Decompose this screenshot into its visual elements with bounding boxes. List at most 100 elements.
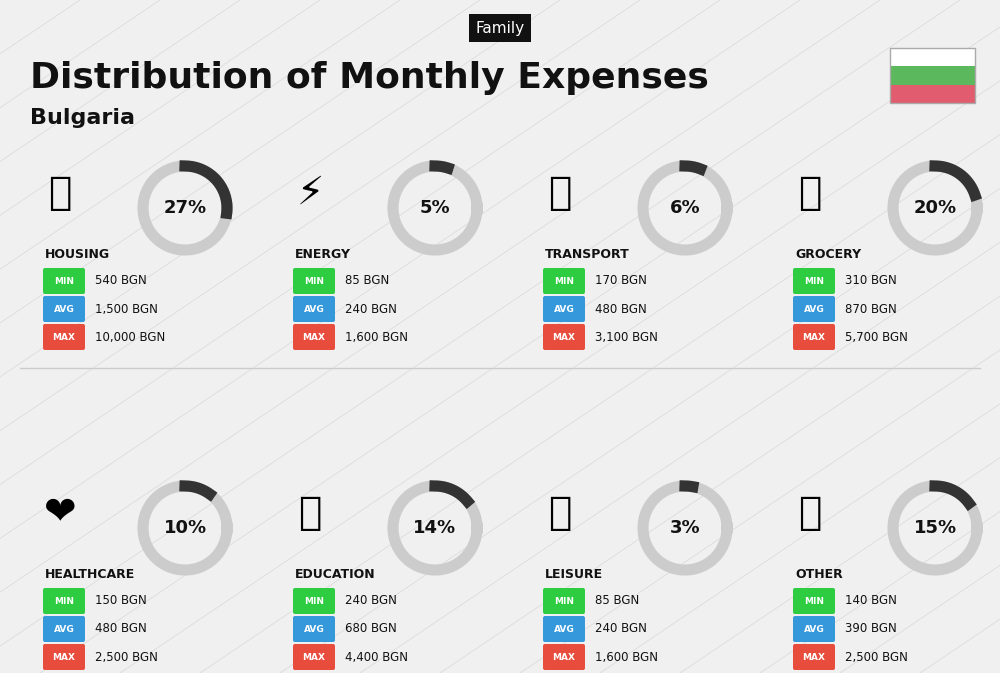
Text: 480 BGN: 480 BGN: [95, 623, 147, 635]
FancyBboxPatch shape: [293, 644, 335, 670]
Text: ❤️: ❤️: [44, 494, 76, 532]
Text: 🏢: 🏢: [48, 174, 72, 212]
Text: 5,700 BGN: 5,700 BGN: [845, 330, 908, 343]
Text: MIN: MIN: [54, 277, 74, 285]
Text: MAX: MAX: [302, 653, 326, 662]
Text: 150 BGN: 150 BGN: [95, 594, 147, 608]
FancyBboxPatch shape: [793, 644, 835, 670]
Text: 390 BGN: 390 BGN: [845, 623, 897, 635]
Text: MAX: MAX: [552, 332, 576, 341]
Text: 310 BGN: 310 BGN: [845, 275, 897, 287]
Text: MIN: MIN: [54, 596, 74, 606]
Text: MIN: MIN: [304, 277, 324, 285]
Text: 240 BGN: 240 BGN: [345, 302, 397, 316]
Text: 10,000 BGN: 10,000 BGN: [95, 330, 165, 343]
Text: EDUCATION: EDUCATION: [295, 569, 376, 581]
Text: 🎓: 🎓: [298, 494, 322, 532]
FancyBboxPatch shape: [43, 644, 85, 670]
FancyBboxPatch shape: [293, 296, 335, 322]
Text: AVG: AVG: [304, 625, 324, 633]
FancyBboxPatch shape: [793, 616, 835, 642]
Text: MIN: MIN: [804, 596, 824, 606]
Text: TRANSPORT: TRANSPORT: [545, 248, 630, 262]
Text: AVG: AVG: [54, 304, 74, 314]
FancyBboxPatch shape: [293, 268, 335, 294]
Text: Distribution of Monthly Expenses: Distribution of Monthly Expenses: [30, 61, 709, 95]
Text: GROCERY: GROCERY: [795, 248, 861, 262]
Text: HOUSING: HOUSING: [45, 248, 110, 262]
Text: 240 BGN: 240 BGN: [345, 594, 397, 608]
FancyBboxPatch shape: [43, 324, 85, 350]
FancyBboxPatch shape: [890, 67, 975, 85]
Text: OTHER: OTHER: [795, 569, 843, 581]
FancyBboxPatch shape: [43, 588, 85, 614]
Text: 2,500 BGN: 2,500 BGN: [95, 651, 158, 664]
Text: 🚌: 🚌: [548, 174, 572, 212]
Text: 3,100 BGN: 3,100 BGN: [595, 330, 658, 343]
FancyBboxPatch shape: [293, 616, 335, 642]
FancyBboxPatch shape: [543, 616, 585, 642]
Text: 480 BGN: 480 BGN: [595, 302, 647, 316]
FancyBboxPatch shape: [543, 588, 585, 614]
Text: MIN: MIN: [554, 596, 574, 606]
Text: MIN: MIN: [304, 596, 324, 606]
FancyBboxPatch shape: [543, 324, 585, 350]
FancyBboxPatch shape: [43, 268, 85, 294]
Text: ⚡: ⚡: [296, 174, 324, 212]
Text: 6%: 6%: [670, 199, 700, 217]
Text: MIN: MIN: [554, 277, 574, 285]
FancyBboxPatch shape: [543, 268, 585, 294]
FancyBboxPatch shape: [793, 588, 835, 614]
FancyBboxPatch shape: [890, 67, 975, 85]
Text: 240 BGN: 240 BGN: [595, 623, 647, 635]
FancyBboxPatch shape: [543, 296, 585, 322]
Text: 170 BGN: 170 BGN: [595, 275, 647, 287]
FancyBboxPatch shape: [793, 296, 835, 322]
Text: 680 BGN: 680 BGN: [345, 623, 397, 635]
Text: 140 BGN: 140 BGN: [845, 594, 897, 608]
Text: 27%: 27%: [163, 199, 207, 217]
Text: 4,400 BGN: 4,400 BGN: [345, 651, 408, 664]
Text: 15%: 15%: [913, 519, 957, 537]
FancyBboxPatch shape: [793, 324, 835, 350]
Text: Family: Family: [475, 20, 525, 36]
Text: 🛍: 🛍: [548, 494, 572, 532]
FancyBboxPatch shape: [43, 616, 85, 642]
Text: AVG: AVG: [554, 304, 574, 314]
Text: AVG: AVG: [54, 625, 74, 633]
Text: Bulgaria: Bulgaria: [30, 108, 135, 128]
Text: MAX: MAX: [52, 653, 76, 662]
Text: 870 BGN: 870 BGN: [845, 302, 897, 316]
Text: MAX: MAX: [302, 332, 326, 341]
Text: MAX: MAX: [802, 332, 826, 341]
Text: 5%: 5%: [420, 199, 450, 217]
FancyBboxPatch shape: [793, 268, 835, 294]
FancyBboxPatch shape: [890, 48, 975, 67]
FancyBboxPatch shape: [543, 644, 585, 670]
Text: 1,600 BGN: 1,600 BGN: [345, 330, 408, 343]
Text: MIN: MIN: [804, 277, 824, 285]
Text: LEISURE: LEISURE: [545, 569, 603, 581]
Text: 1,500 BGN: 1,500 BGN: [95, 302, 158, 316]
Text: ENERGY: ENERGY: [295, 248, 351, 262]
Text: 1,600 BGN: 1,600 BGN: [595, 651, 658, 664]
FancyBboxPatch shape: [890, 85, 975, 103]
Text: 14%: 14%: [413, 519, 457, 537]
Text: MAX: MAX: [52, 332, 76, 341]
Text: 10%: 10%: [163, 519, 207, 537]
FancyBboxPatch shape: [43, 296, 85, 322]
Text: 540 BGN: 540 BGN: [95, 275, 147, 287]
Text: 💰: 💰: [798, 494, 822, 532]
Text: AVG: AVG: [804, 625, 824, 633]
Text: 🛒: 🛒: [798, 174, 822, 212]
Text: MAX: MAX: [802, 653, 826, 662]
Text: HEALTHCARE: HEALTHCARE: [45, 569, 135, 581]
Text: 85 BGN: 85 BGN: [595, 594, 639, 608]
Text: 85 BGN: 85 BGN: [345, 275, 389, 287]
FancyBboxPatch shape: [293, 588, 335, 614]
Text: 20%: 20%: [913, 199, 957, 217]
Text: 2,500 BGN: 2,500 BGN: [845, 651, 908, 664]
Text: AVG: AVG: [554, 625, 574, 633]
Text: MAX: MAX: [552, 653, 576, 662]
Text: 3%: 3%: [670, 519, 700, 537]
